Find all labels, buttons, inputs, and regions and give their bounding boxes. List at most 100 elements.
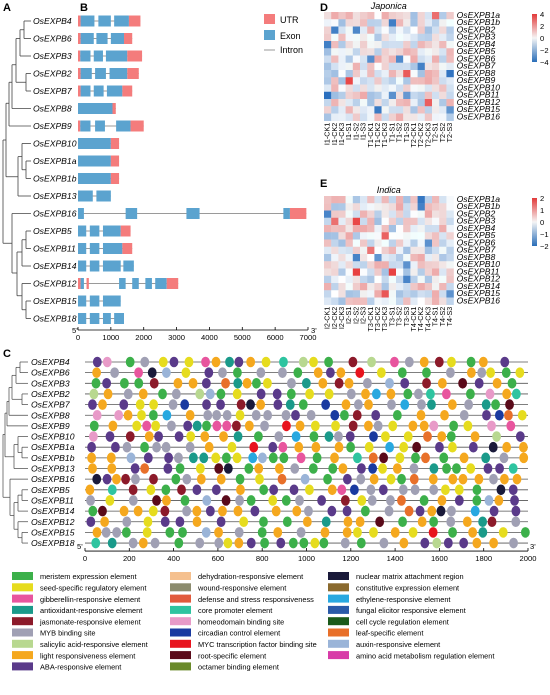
element-marker (158, 356, 168, 368)
heatmap-cell (324, 33, 332, 42)
heatmap-cell (388, 246, 397, 255)
element-marker (470, 431, 480, 442)
legend-label: ethylene-responsive element (356, 595, 451, 604)
heatmap-col-label: T2-S3 (445, 123, 454, 143)
heatmap-cell (352, 275, 361, 284)
heatmap-cell (439, 239, 447, 247)
element-marker (340, 409, 349, 421)
exon-block (78, 260, 87, 272)
element-marker (168, 399, 178, 410)
element-marker (160, 505, 170, 517)
c-tick-label: 200 (123, 554, 136, 563)
heatmap-cell (410, 48, 418, 56)
element-marker (499, 452, 509, 464)
heatmap-cell (388, 297, 397, 305)
heatmap-cell (345, 254, 353, 262)
legend-label: jasmonate-responsive element (39, 617, 141, 626)
heatmap-row-label: OsEXPB8 (457, 252, 496, 262)
legend-label: meristem expression element (40, 572, 137, 581)
heatmap-cell (324, 210, 332, 218)
heatmap-cell (396, 48, 404, 56)
element-marker (390, 356, 399, 368)
element-marker (259, 484, 269, 496)
heatmap-col-label: T3-CK1 (366, 307, 375, 332)
element-marker (195, 388, 205, 400)
element-marker (466, 356, 476, 368)
element-marker (273, 399, 283, 410)
element-marker (242, 378, 252, 389)
heatmap-cell (360, 26, 368, 34)
heatmap-cell (396, 217, 404, 226)
exon-block (80, 68, 92, 79)
element-marker (248, 452, 258, 464)
heatmap-cell (331, 290, 339, 298)
element-marker (317, 495, 327, 506)
element-marker (349, 484, 359, 496)
element-marker (311, 441, 321, 453)
heatmap-cell (352, 19, 361, 27)
element-marker (386, 388, 396, 400)
heatmap-cell (388, 232, 397, 240)
element-marker (162, 367, 171, 378)
heatmap-cell (331, 113, 339, 121)
heatmap-cell (345, 297, 353, 305)
element-marker (352, 452, 362, 464)
legend-swatch (170, 594, 191, 603)
element-marker (437, 431, 447, 442)
heatmap-cell (338, 203, 346, 211)
element-marker (309, 431, 319, 442)
heatmap-cell (331, 196, 339, 204)
exon-block (102, 260, 121, 272)
legend-swatch (328, 639, 349, 648)
element-marker (268, 495, 278, 506)
element-marker (85, 484, 95, 496)
element-marker (483, 463, 493, 474)
element-marker (222, 409, 232, 421)
element-marker (233, 378, 243, 389)
heatmap-cell (417, 239, 425, 247)
element-marker (105, 431, 115, 442)
heatmap-cell (360, 19, 368, 27)
legend-label: seed-specific regulatory element (40, 584, 146, 593)
element-marker (454, 495, 464, 506)
heatmap-cell (331, 268, 339, 276)
heatmap-cell (432, 70, 440, 78)
element-marker (302, 516, 312, 528)
element-marker (149, 399, 159, 410)
element-marker (183, 420, 193, 432)
heatmap-cell (374, 239, 382, 247)
legend-swatch (170, 583, 191, 592)
heatmap-cell (360, 297, 368, 305)
element-marker (459, 537, 469, 549)
heatmap-cell (446, 290, 454, 298)
heatmap-cell (424, 275, 433, 284)
element-marker (348, 356, 358, 368)
heatmap-cell (403, 217, 411, 226)
legend-swatch (12, 651, 33, 660)
heatmap-cell (396, 210, 404, 218)
element-marker (437, 495, 447, 506)
element-gene-label-osexpb7: OsEXPB7 (31, 400, 71, 410)
heatmap-col-label: T2-S1 (431, 123, 440, 143)
heatmap-col-label: T4-CK1 (409, 307, 418, 332)
heatmap-cell (338, 113, 346, 121)
heatmap-cell (381, 239, 389, 247)
element-marker (299, 537, 309, 549)
heatmap-cell (331, 283, 339, 291)
element-marker (515, 431, 525, 442)
element-marker (130, 463, 140, 474)
exon-block (89, 225, 100, 237)
japonica-heatmap-panel: JaponicaOsEXPB1aOsEXPB1bOsEXPB2OsEXPB3Os… (323, 1, 549, 148)
element-marker (175, 516, 185, 528)
element-marker (338, 463, 348, 474)
element-marker (411, 452, 420, 464)
heatmap-cell (446, 19, 454, 27)
scale-tick-label: 4 (540, 10, 544, 19)
element-marker (88, 463, 97, 474)
element-marker (342, 473, 352, 485)
element-marker (429, 463, 439, 474)
element-marker (148, 409, 158, 421)
element-marker (148, 505, 158, 517)
heatmap-cell (417, 106, 425, 114)
heatmap-cell (352, 77, 361, 85)
